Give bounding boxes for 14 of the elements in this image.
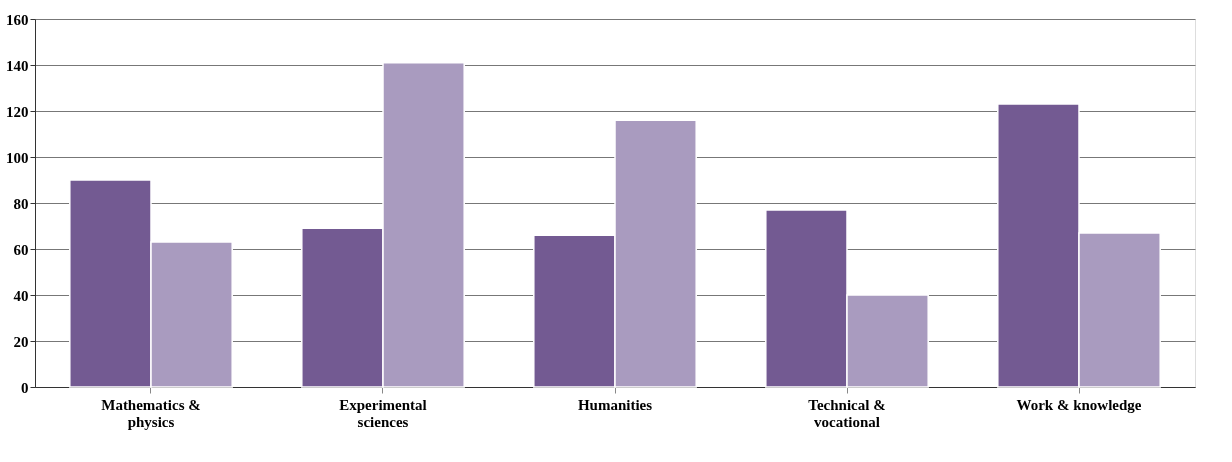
y-tick-label: 20 [13,333,29,350]
y-tick-label: 0 [21,379,29,396]
y-tick-label: 40 [13,287,29,304]
y-tick-label: 60 [13,241,29,258]
y-tick-label: 100 [6,149,29,166]
y-tick-label: 160 [6,11,29,28]
y-tick-label: 140 [6,57,29,74]
y-tick-label: 80 [13,195,29,212]
x-tick-label: Experimental sciences [339,396,427,430]
x-tick-label: Humanities [577,396,653,413]
x-tick-label: Technical & vocational [808,396,886,430]
x-tick-label: Work & knowledge [1016,396,1142,413]
x-tick-label: Mathematics & physics [101,396,201,430]
y-tick-label: 120 [6,103,29,120]
